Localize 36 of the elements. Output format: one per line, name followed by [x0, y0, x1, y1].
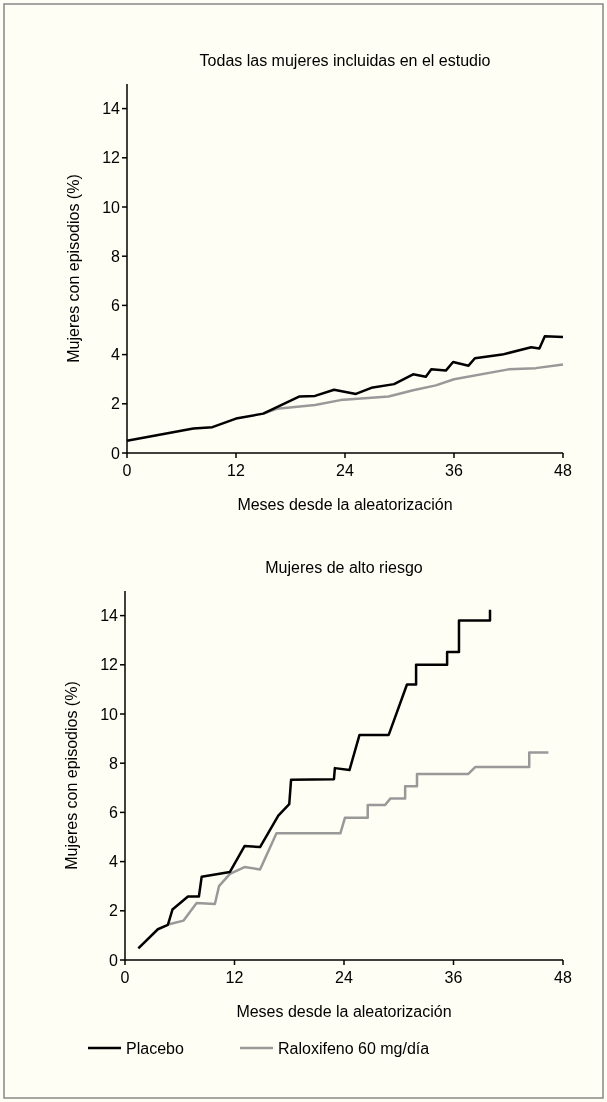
- y-tick-label: 8: [111, 247, 121, 265]
- y-tick-label: 12: [100, 656, 119, 674]
- y-axis-title: Mujeres con episodios (%): [65, 174, 82, 363]
- y-tick-label: 8: [109, 754, 119, 772]
- x-axis-title: Meses desde la aleatorización: [237, 496, 453, 513]
- chart-title: Mujeres de alto riesgo: [265, 559, 423, 576]
- legend-label: Raloxifeno 60 mg/día: [278, 1039, 430, 1057]
- line-series: [137, 608, 492, 950]
- x-tick-label: 24: [335, 969, 353, 986]
- x-tick-label: 24: [336, 462, 354, 479]
- x-tick-label: 48: [554, 462, 572, 479]
- y-tick-label: 2: [111, 395, 121, 413]
- x-axis-title: Meses desde la aleatorización: [236, 1003, 452, 1020]
- y-tick-label: 4: [111, 346, 121, 364]
- y-tick-label: 6: [109, 804, 119, 821]
- y-tick-label: 10: [102, 198, 121, 216]
- y-tick-label: 0: [111, 444, 121, 462]
- x-tick-label: 36: [444, 969, 463, 986]
- x-tick-label: 12: [225, 969, 244, 986]
- y-tick-label: 2: [109, 902, 119, 920]
- legend-label: Placebo: [126, 1039, 184, 1057]
- line-series: [262, 363, 565, 415]
- x-tick-label: 12: [227, 462, 245, 479]
- x-tick-label: 36: [445, 462, 463, 479]
- y-tick-label: 10: [100, 705, 119, 723]
- y-tick-label: 14: [100, 607, 119, 625]
- y-tick-label: 12: [102, 149, 121, 167]
- y-tick-label: 4: [109, 853, 119, 871]
- y-tick-label: 0: [109, 951, 119, 969]
- x-tick-label: 0: [122, 462, 132, 479]
- line-series: [168, 751, 550, 926]
- y-tick-label: 6: [111, 297, 121, 314]
- y-axis-title: Mujeres con episodios (%): [63, 681, 80, 870]
- chart-title: Todas las mujeres incluidas en el estudio: [199, 52, 491, 69]
- y-tick-label: 14: [102, 100, 121, 118]
- x-tick-label: 48: [554, 969, 572, 986]
